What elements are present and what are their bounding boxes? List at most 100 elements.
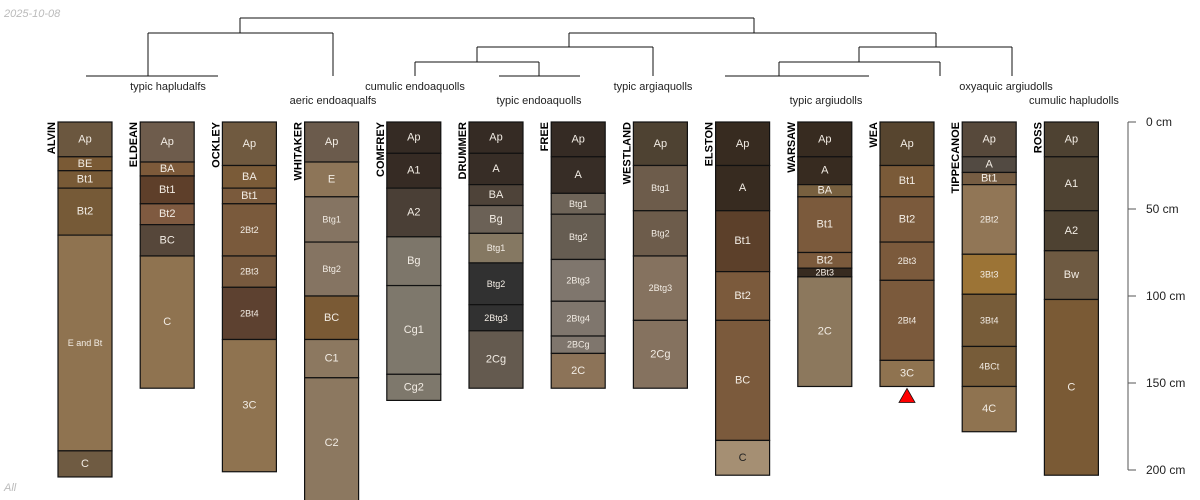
horizon-label: 4C (982, 403, 996, 415)
horizon-label: BC (160, 234, 175, 246)
axis-tick-label: 150 cm (1146, 376, 1185, 390)
horizon (304, 121, 360, 163)
horizon (57, 121, 113, 158)
horizon-label: BC (735, 374, 750, 386)
horizon-label: Bt1 (241, 190, 258, 202)
horizon-label: 3Bt4 (980, 315, 999, 325)
profile-name: WESTLAND (621, 122, 633, 184)
horizon-label: 2Btg4 (566, 314, 590, 324)
horizon (879, 279, 935, 361)
horizon-label: Bt2 (899, 213, 916, 225)
horizon (221, 203, 277, 257)
soil-profile-alvin: ALVIN Ap BE Bt1 Bt2 E and Bt C (46, 121, 113, 478)
horizon (797, 156, 853, 186)
horizon-label: 2Bt3 (816, 268, 835, 278)
horizon-label: Ap (571, 133, 584, 145)
horizon-label: 2C (818, 326, 832, 338)
soil-profile-eldean: ELDEAN Ap BA Bt1 Bt2 BC C (128, 121, 195, 389)
taxonomic-class-label: typic argiaquolls (614, 81, 693, 93)
horizon-label: 2Btg3 (649, 283, 673, 293)
horizon-label: Btg1 (651, 183, 670, 193)
horizon-label: 3C (242, 400, 256, 412)
horizon (879, 121, 935, 167)
horizon (221, 255, 277, 288)
horizon (550, 352, 606, 389)
horizon-label: Bt2 (734, 290, 751, 302)
soil-profile-westland: WESTLAND Ap Btg1 Btg2 2Btg3 2Cg (621, 121, 689, 389)
horizon-label: A2 (1065, 225, 1078, 237)
horizon-label: A1 (407, 165, 420, 177)
horizon-label: BC (324, 312, 339, 324)
soil-profile-ockley: OCKLEY Ap BA Bt1 2Bt2 2Bt3 2Bt4 3C (210, 121, 277, 473)
soil-profile-comfrey: COMFREY Ap A1 A2 Bg Cg1 Cg2 (375, 121, 442, 401)
horizon-label: 2Bt2 (980, 214, 999, 224)
profile-name: WEA (868, 122, 880, 148)
horizon-label: C1 (325, 353, 339, 365)
horizon-label: Ap (736, 138, 749, 150)
horizon (221, 121, 277, 167)
horizon-label: Cg1 (404, 324, 424, 336)
horizon-label: Bw (1064, 269, 1079, 281)
horizon-label: Bt1 (734, 235, 751, 247)
horizon (386, 152, 442, 189)
soil-profile-drummer: DRUMMER Ap A BA Bg Btg1 Btg2 2Btg3 2Cg (457, 121, 524, 389)
horizon (961, 385, 1017, 433)
horizon-label: Bt2 (817, 254, 834, 266)
horizon (714, 121, 771, 167)
horizon-label: Btg1 (487, 243, 506, 253)
taxonomic-class-label: typic argiudolls (790, 95, 863, 107)
horizon (386, 284, 442, 375)
horizon (386, 187, 442, 238)
horizon-label: Btg2 (651, 228, 670, 238)
horizon-label: A (575, 169, 583, 181)
horizon-label: 2BCg (567, 340, 590, 350)
horizon-label: BA (242, 171, 257, 183)
horizon-label: A (739, 182, 747, 194)
horizon (879, 196, 935, 243)
horizon-label: E and Bt (68, 338, 103, 348)
horizon-label: BA (160, 163, 175, 175)
horizon-label: 2Bt4 (898, 315, 917, 325)
horizon-label: E (328, 173, 335, 185)
soil-profile-elston: ELSTON Ap A Bt1 Bt2 BC C (704, 121, 771, 476)
horizon-label: Cg2 (404, 381, 424, 393)
horizon (632, 255, 689, 321)
soil-profile-ross: ROSS Ap A1 A2 Bw C (1032, 121, 1100, 476)
horizon-label: BA (817, 185, 832, 197)
horizon (961, 184, 1017, 255)
depth-axis: 0 cm 50 cm 100 cm 150 cm 200 cm (1127, 115, 1185, 477)
classification-labels: typic hapludalfs aeric endoaqualfs cumulic… (130, 81, 1119, 107)
horizon-label: 2Cg (650, 348, 670, 360)
profile-name: ELSTON (704, 122, 716, 166)
horizon (714, 271, 771, 321)
taxonomic-class-label: cumulic endoaquolls (365, 81, 465, 93)
horizon-label: 2Bt3 (240, 267, 259, 277)
horizon-label: A1 (1065, 178, 1078, 190)
horizon-label: 2C (571, 365, 585, 377)
horizon-label: Ap (243, 138, 256, 150)
profile-name: DRUMMER (457, 122, 469, 179)
horizon-label: Ap (1065, 133, 1078, 145)
horizon-label: C2 (325, 437, 339, 449)
horizon (468, 204, 524, 234)
horizon (1043, 250, 1100, 301)
horizon-label: 3C (900, 367, 914, 379)
horizon-label: Ap (654, 138, 667, 150)
horizon (139, 224, 195, 257)
dendrogram (86, 17, 1013, 77)
horizon (57, 450, 113, 478)
horizon-label: Bg (489, 213, 502, 225)
horizon (304, 241, 360, 297)
date-label: 2025-10-08 (3, 8, 61, 20)
horizon (632, 121, 689, 167)
taxonomic-class-label: typic hapludalfs (130, 81, 206, 93)
horizon (797, 121, 853, 158)
taxonomic-class-label: aeric endoaqualfs (290, 95, 377, 107)
horizon-label: A (821, 165, 829, 177)
profile-name: ROSS (1032, 122, 1044, 153)
horizon (961, 293, 1017, 348)
horizon-label: Bt1 (77, 173, 94, 185)
horizon (221, 338, 277, 473)
horizon (386, 236, 442, 287)
horizon (879, 359, 935, 388)
